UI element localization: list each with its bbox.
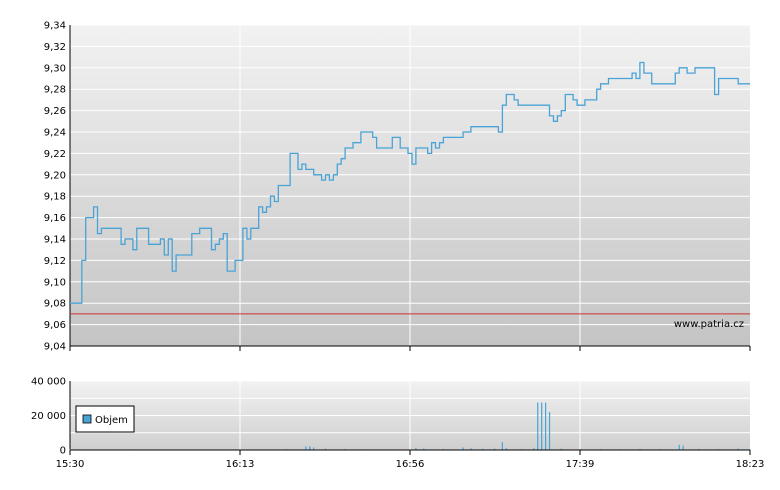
price-y-tick-label: 9,06 xyxy=(44,320,66,331)
volume-bar xyxy=(682,445,684,450)
volume-bar xyxy=(324,448,327,450)
price-y-tick-label: 9,04 xyxy=(44,342,66,353)
volume-bar xyxy=(442,448,445,450)
price-y-tick-label: 9,30 xyxy=(44,63,66,74)
price-y-tick-label: 9,26 xyxy=(44,106,66,117)
volume-bar xyxy=(580,448,582,450)
legend-swatch xyxy=(82,414,92,424)
volume-bar xyxy=(537,402,539,450)
volume-bar xyxy=(462,447,464,450)
volume-bar xyxy=(505,448,507,450)
price-y-tick-label: 9,18 xyxy=(44,192,66,203)
volume-bar xyxy=(548,412,551,450)
volume-bar xyxy=(313,447,315,450)
price-y-axis: 9,04 9,06 9,08 9,10 9,12 9,14 9,16 9,18 9,20 9,22… xyxy=(44,21,71,353)
price-y-tick-label: 9,22 xyxy=(44,149,66,160)
volume-y-tick-label: 40 000 xyxy=(31,377,66,388)
price-y-tick-label: 9,12 xyxy=(44,256,66,267)
volume-bar xyxy=(737,448,739,450)
price-y-tick-label: 9,28 xyxy=(44,85,66,96)
volume-bar xyxy=(678,444,680,450)
price-y-tick-label: 9,08 xyxy=(44,299,66,310)
volume-bar xyxy=(541,402,543,450)
price-y-tick-label: 9,16 xyxy=(44,213,66,224)
volume-bar xyxy=(69,448,71,450)
price-y-tick-label: 9,10 xyxy=(44,277,66,288)
price-y-tick-label: 9,24 xyxy=(44,128,66,139)
volume-y-tick-label: 20 000 xyxy=(31,411,66,422)
x-tick-label: 17:39 xyxy=(566,459,595,470)
volume-bar xyxy=(415,447,417,450)
price-y-tick-label: 9,32 xyxy=(44,42,66,53)
volume-bar xyxy=(482,448,484,450)
legend-label: Objem xyxy=(95,415,128,426)
volume-bar xyxy=(423,448,425,450)
volume-bar xyxy=(501,442,503,450)
volume-bar xyxy=(344,448,346,450)
volume-bar xyxy=(698,448,700,450)
volume-bar xyxy=(533,448,535,450)
volume-legend: Objem xyxy=(75,405,135,433)
x-tick-label: 16:56 xyxy=(396,459,425,470)
volume-bar xyxy=(493,448,496,450)
volume-x-axis-labels: 15:30 16:13 16:56 17:39 18:23 xyxy=(56,450,765,470)
price-y-tick-label: 9,34 xyxy=(44,21,66,32)
x-tick-label: 16:13 xyxy=(226,459,255,470)
price-x-ticks xyxy=(69,346,751,351)
price-y-tick-label: 9,20 xyxy=(44,170,66,181)
volume-bar xyxy=(560,448,562,450)
price-series-line xyxy=(70,61,750,304)
volume-y-tick-label: 0 xyxy=(60,446,66,457)
volume-bar xyxy=(470,448,472,450)
watermark: www.patria.cz xyxy=(674,319,744,330)
price-y-tick-label: 9,14 xyxy=(44,235,66,246)
x-tick-label: 18:23 xyxy=(736,459,765,470)
volume-y-axis: 0 20 000 40 000 xyxy=(31,377,71,457)
x-tick-label: 15:30 xyxy=(56,459,85,470)
volume-bar xyxy=(545,402,547,450)
volume-bar xyxy=(639,448,641,450)
volume-bar xyxy=(305,446,307,450)
volume-bar xyxy=(309,446,311,450)
